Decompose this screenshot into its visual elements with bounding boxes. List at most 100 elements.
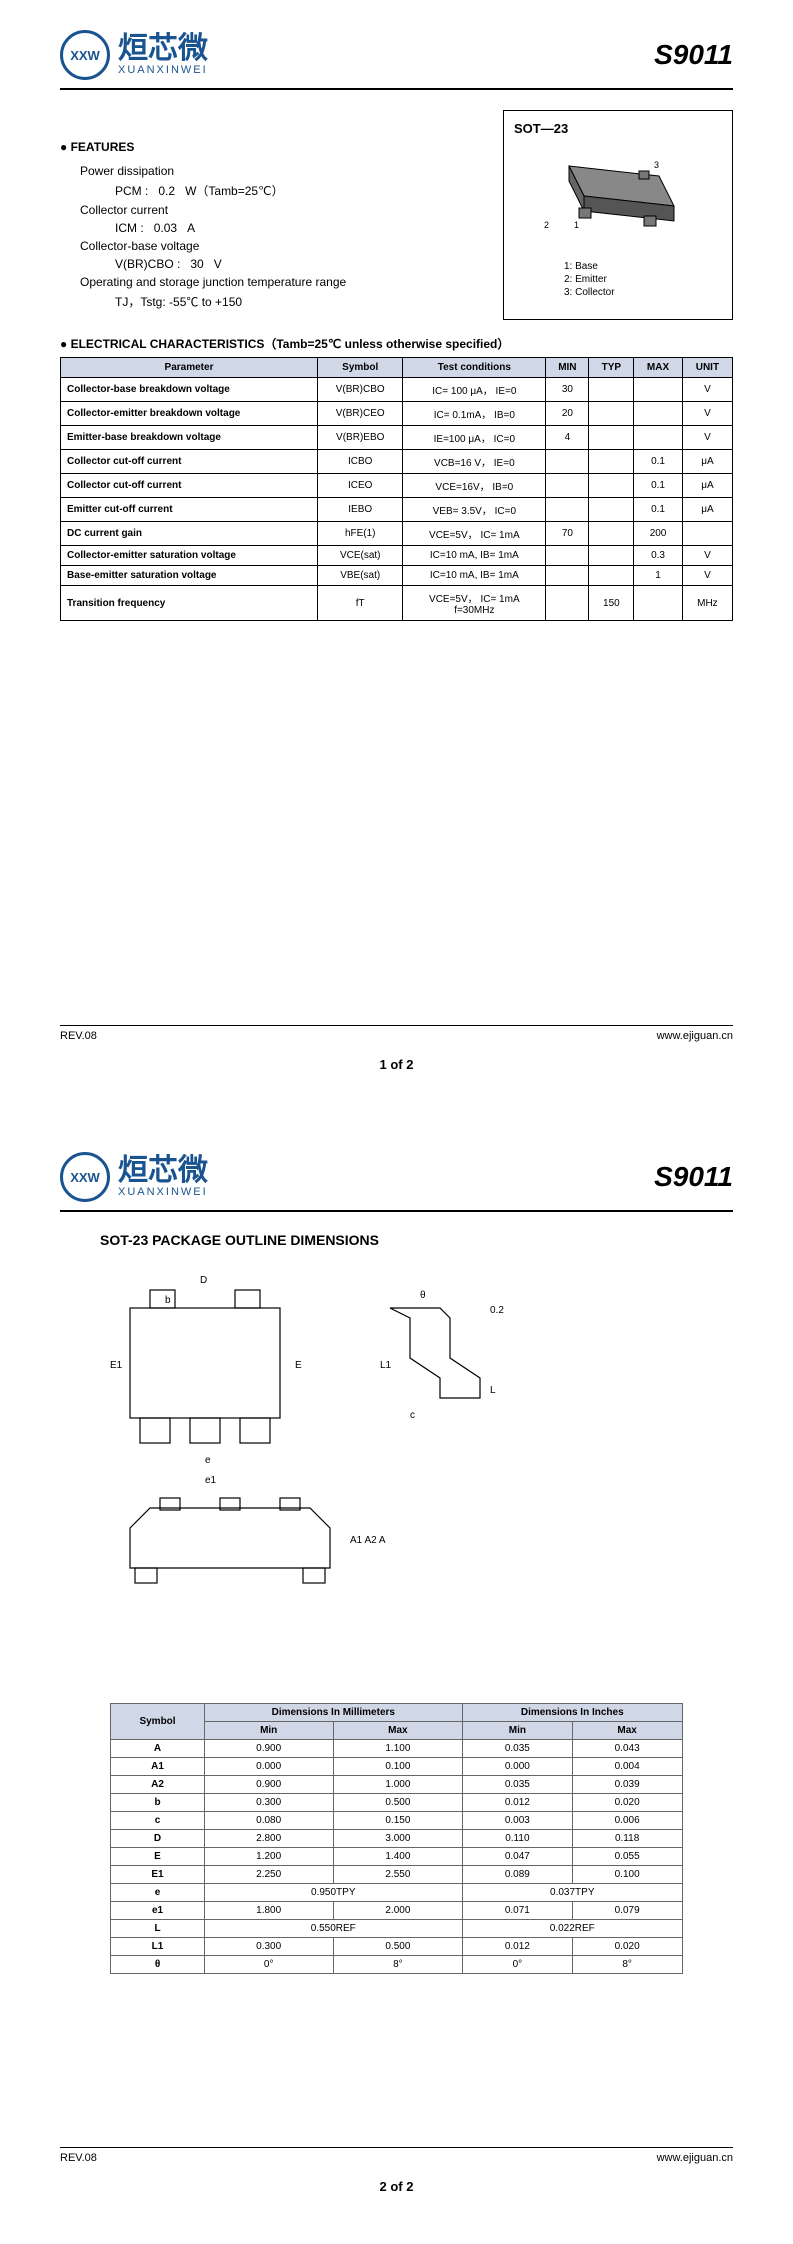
table-cell: 0.047 — [463, 1848, 573, 1866]
characteristics-table: ParameterSymbolTest conditionsMINTYPMAXU… — [60, 357, 733, 621]
package-diagram: 3 2 1 — [544, 146, 694, 246]
package-label: SOT—23 — [514, 121, 722, 136]
table-cell: 0.003 — [463, 1812, 573, 1830]
table-cell: V(BR)CBO — [318, 378, 403, 402]
feature-item: Collector-base voltage V(BR)CBO : 30 V — [60, 239, 483, 271]
table-header-cell: MIN — [546, 358, 589, 378]
table-cell: VCE=5V， IC= 1mAf=30MHz — [403, 586, 546, 621]
table-cell: 0.039 — [572, 1776, 682, 1794]
table-cell: V — [682, 402, 732, 426]
table-cell — [682, 522, 732, 546]
table-cell: 0.043 — [572, 1740, 682, 1758]
svg-text:E: E — [295, 1360, 302, 1371]
table-cell — [634, 426, 683, 450]
table-cell — [589, 522, 634, 546]
table-cell — [589, 402, 634, 426]
table-cell — [589, 546, 634, 566]
table-cell: 200 — [634, 522, 683, 546]
table-cell: 2.000 — [333, 1902, 462, 1920]
table-cell: D — [111, 1830, 204, 1848]
table-cell: 4 — [546, 426, 589, 450]
feature-item: Collector current ICM : 0.03 A — [60, 203, 483, 235]
table-cell: IC=10 mA, IB= 1mA — [403, 546, 546, 566]
table-cell: 0.900 — [204, 1776, 333, 1794]
table-row: Transition frequencyfTVCE=5V， IC= 1mAf=3… — [61, 586, 733, 621]
svg-text:0.2: 0.2 — [490, 1305, 504, 1316]
outline-title: SOT-23 PACKAGE OUTLINE DIMENSIONS — [100, 1232, 733, 1248]
feature-item: Operating and storage junction temperatu… — [60, 275, 483, 310]
table-cell: IC= 0.1mA， IB=0 — [403, 402, 546, 426]
svg-text:L1: L1 — [380, 1360, 392, 1371]
table-cell: VBE(sat) — [318, 566, 403, 586]
table-cell: μA — [682, 474, 732, 498]
svg-text:3: 3 — [654, 160, 659, 170]
table-row: Collector cut-off currentICEOVCE=16V， IB… — [61, 474, 733, 498]
package-box: SOT—23 3 2 1 1: Base 2: Emitter 3: Colle… — [503, 110, 733, 320]
table-header-cell: Symbol — [318, 358, 403, 378]
table-cell — [589, 498, 634, 522]
table-cell: 0.150 — [333, 1812, 462, 1830]
table-cell: 0.100 — [572, 1866, 682, 1884]
table-cell: 30 — [546, 378, 589, 402]
table-row: E1.2001.4000.0470.055 — [111, 1848, 682, 1866]
table-cell: θ — [111, 1956, 204, 1974]
feature-item: Power dissipation PCM : 0.2 W（Tamb=25℃） — [60, 164, 483, 199]
table-row: A0.9001.1000.0350.043 — [111, 1740, 682, 1758]
table-cell: 8° — [572, 1956, 682, 1974]
table-cell: 0.950TPY — [204, 1884, 462, 1902]
table-cell: 0.1 — [634, 474, 683, 498]
table-cell: 70 — [546, 522, 589, 546]
table-cell: 0.020 — [572, 1794, 682, 1812]
table-cell: 0.022REF — [463, 1920, 683, 1938]
table-cell — [634, 586, 683, 621]
table-cell: 0.1 — [634, 450, 683, 474]
table-cell: VCB=16 V， IE=0 — [403, 450, 546, 474]
table-cell: 20 — [546, 402, 589, 426]
table-header-row: ParameterSymbolTest conditionsMINTYPMAXU… — [61, 358, 733, 378]
table-row: Collector cut-off currentICBOVCB=16 V， I… — [61, 450, 733, 474]
table-cell: 0.079 — [572, 1902, 682, 1920]
table-header-cell: TYP — [589, 358, 634, 378]
table-header-cell: Parameter — [61, 358, 318, 378]
page-2: XXW 烜芯微 XUANXINWEI S9011 SOT-23 PACKAGE … — [0, 1122, 793, 2244]
table-cell: VEB= 3.5V， IC=0 — [403, 498, 546, 522]
table-row: L0.550REF0.022REF — [111, 1920, 682, 1938]
table-cell: b — [111, 1794, 204, 1812]
page-number: 2 of 2 — [0, 2179, 793, 2194]
table-cell: VCE=5V， IC= 1mA — [403, 522, 546, 546]
svg-text:D: D — [200, 1275, 207, 1286]
table-cell: 0.118 — [572, 1830, 682, 1848]
table-cell: 0.000 — [463, 1758, 573, 1776]
table-cell: 0° — [204, 1956, 333, 1974]
pin-labels: 1: Base 2: Emitter 3: Collector — [564, 260, 615, 299]
table-cell: V — [682, 546, 732, 566]
dimension-drawing: D b E1 E e e1 θ 0.2 L1 L c A1 A2 A — [60, 1268, 560, 1668]
table-cell — [546, 586, 589, 621]
table-cell — [546, 474, 589, 498]
part-number: S9011 — [654, 1161, 733, 1193]
table-cell: IC=10 mA, IB= 1mA — [403, 566, 546, 586]
logo: XXW 烜芯微 XUANXINWEI — [60, 30, 208, 80]
logo-cn: 烜芯微 — [118, 1156, 208, 1186]
page-header: XXW 烜芯微 XUANXINWEI S9011 — [60, 1152, 733, 1212]
table-cell: Transition frequency — [61, 586, 318, 621]
table-cell — [546, 498, 589, 522]
table-row: Emitter-base breakdown voltageV(BR)EBOIE… — [61, 426, 733, 450]
table-cell: 0.550REF — [204, 1920, 462, 1938]
table-cell: L1 — [111, 1938, 204, 1956]
table-cell: 150 — [589, 586, 634, 621]
characteristics-title: ● ELECTRICAL CHARACTERISTICS（Tamb=25℃ un… — [60, 335, 733, 352]
table-cell: 0.3 — [634, 546, 683, 566]
svg-text:e1: e1 — [205, 1475, 217, 1486]
table-cell: V — [682, 378, 732, 402]
table-cell: 0.500 — [333, 1794, 462, 1812]
footer-url: www.ejiguan.cn — [657, 2152, 733, 2164]
footer-url: www.ejiguan.cn — [657, 1030, 733, 1042]
table-cell: 0.000 — [204, 1758, 333, 1776]
table-cell: 1.000 — [333, 1776, 462, 1794]
table-row: D2.8003.0000.1100.118 — [111, 1830, 682, 1848]
table-cell — [589, 450, 634, 474]
table-cell: E — [111, 1848, 204, 1866]
part-number: S9011 — [654, 39, 733, 71]
features-col: ● FEATURES Power dissipation PCM : 0.2 W… — [60, 110, 483, 320]
